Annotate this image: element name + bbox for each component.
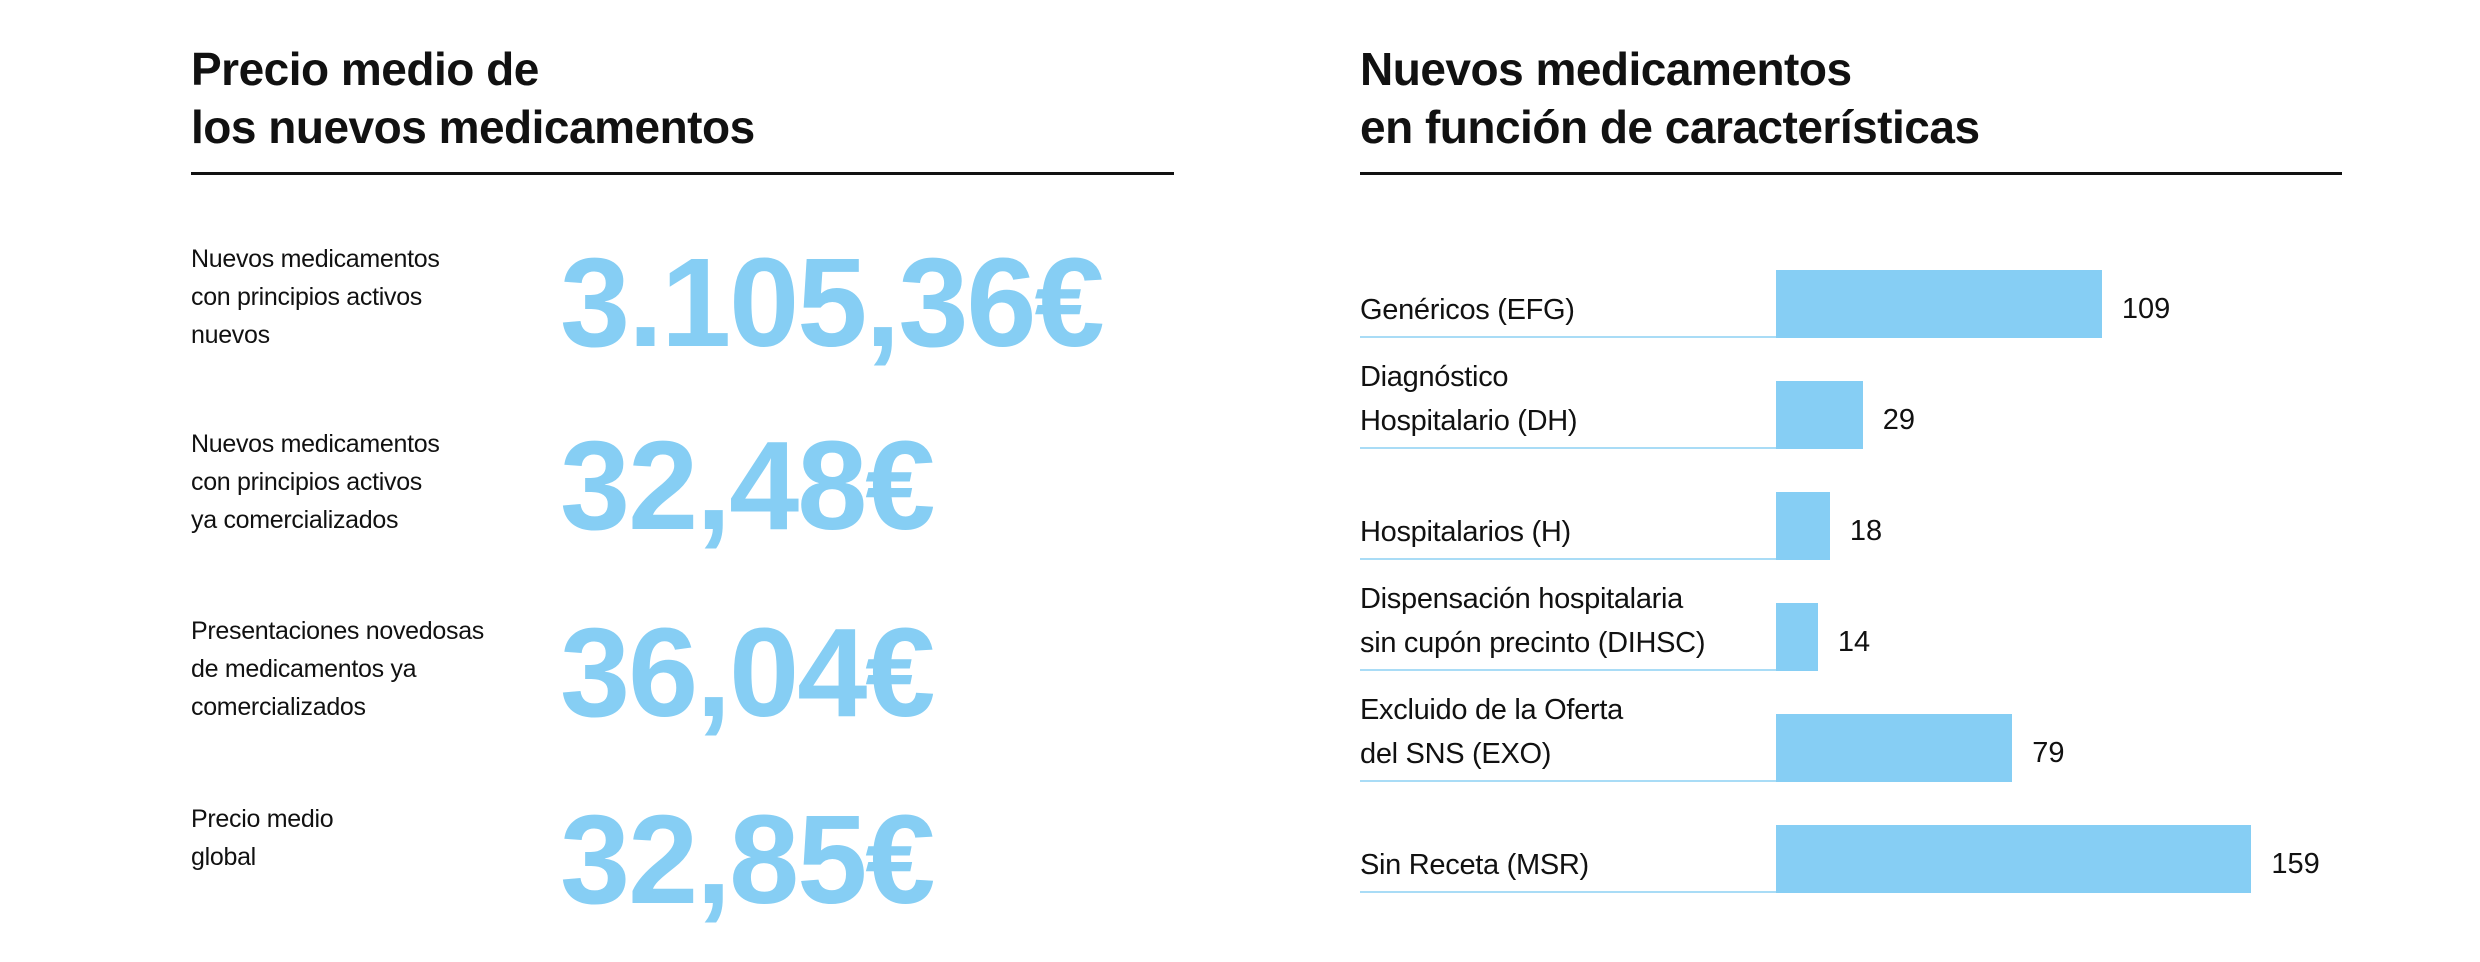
- bar: [1776, 492, 1830, 560]
- bar: [1776, 270, 2102, 338]
- row-baseline: [1360, 780, 1776, 782]
- category-label: Diagnóstico Hospitalario (DH): [1360, 355, 1770, 443]
- row-baseline: [1360, 558, 1776, 560]
- row-baseline: [1360, 336, 1776, 338]
- category-label: Sin Receta (MSR): [1360, 843, 1770, 887]
- price-label-line: Presentaciones novedosas: [191, 617, 484, 645]
- bar: [1776, 603, 1818, 671]
- bar-value-label: 159: [2271, 848, 2320, 880]
- chart-title-line-1: Nuevos medicamentos: [1360, 43, 1852, 95]
- price-value: 3.105,36€: [560, 232, 1105, 373]
- category-label: Excluido de la Oferta del SNS (EXO): [1360, 688, 1770, 776]
- price-label-line: de medicamentos ya: [191, 655, 417, 683]
- price-label: Nuevos medicamentos con principios activo…: [191, 425, 551, 539]
- bar-value-label: 79: [2032, 737, 2065, 769]
- price-label-line: comercializados: [191, 693, 366, 721]
- bar-row: Dispensación hospitalaria sin cupón preci…: [1360, 583, 2360, 671]
- bar: [1776, 825, 2252, 893]
- price-label-line: con principios activos: [191, 283, 423, 311]
- category-label-line: Diagnóstico: [1360, 361, 1509, 393]
- bar-value-label: 14: [1837, 626, 1871, 658]
- category-label-line: Dispensación hospitalaria: [1360, 583, 1683, 615]
- price-label-line: con principios activos: [191, 468, 423, 496]
- price-label-line: ya comercializados: [191, 506, 399, 534]
- chart-title-line-2: en función de características: [1360, 101, 1980, 153]
- category-label-line: del SNS (EXO): [1360, 738, 1552, 770]
- chart-title: Nuevos medicamentos en función de caract…: [1360, 40, 1980, 156]
- left-title-rule: [191, 172, 1174, 175]
- category-label: Genéricos (EFG): [1360, 288, 1770, 332]
- left-title-line-1: Precio medio de: [191, 43, 539, 95]
- bar-value-label: 109: [2121, 293, 2171, 325]
- price-label-line: global: [191, 843, 256, 871]
- category-label-line: sin cupón precinto (DIHSC): [1360, 627, 1706, 659]
- price-value: 36,04€: [560, 602, 935, 743]
- bar: [1776, 714, 2013, 782]
- price-value: 32,48€: [560, 415, 935, 556]
- left-title: Precio medio de los nuevos medicamentos: [191, 40, 755, 156]
- price-label-line: Nuevos medicamentos: [191, 245, 440, 273]
- chart-title-rule: [1360, 172, 2342, 175]
- price-label-line: nuevos: [191, 321, 270, 349]
- row-baseline: [1360, 669, 1776, 671]
- price-label: Nuevos medicamentos con principios activo…: [191, 240, 551, 354]
- bar-row: Hospitalarios (H) 18: [1360, 492, 2360, 560]
- bar-row: Genéricos (EFG) 109: [1360, 270, 2360, 338]
- category-label: Dispensación hospitalaria sin cupón preci…: [1360, 577, 1770, 665]
- row-baseline: [1360, 891, 1776, 893]
- price-label-line: Precio medio: [191, 805, 334, 833]
- bar-row: Excluido de la Oferta del SNS (EXO) 79: [1360, 694, 2360, 782]
- category-label-line: Hospitalario (DH): [1360, 405, 1578, 437]
- price-label: Precio medio global: [191, 800, 551, 876]
- category-label: Hospitalarios (H): [1360, 510, 1770, 554]
- price-value: 32,85€: [560, 789, 935, 930]
- bar-value-label: 29: [1882, 404, 1915, 436]
- category-label-line: Genéricos (EFG): [1360, 294, 1575, 326]
- bar-value-label: 18: [1849, 515, 1883, 547]
- row-baseline: [1360, 447, 1776, 449]
- bar-row: Diagnóstico Hospitalario (DH) 29: [1360, 361, 2360, 449]
- category-label-line: Hospitalarios (H): [1360, 516, 1571, 548]
- bar-row: Sin Receta (MSR) 159: [1360, 825, 2360, 893]
- category-label-line: Excluido de la Oferta: [1360, 694, 1623, 726]
- price-label-line: Nuevos medicamentos: [191, 430, 440, 458]
- left-title-line-2: los nuevos medicamentos: [191, 101, 755, 153]
- category-label-line: Sin Receta (MSR): [1360, 849, 1589, 881]
- price-label: Presentaciones novedosas de medicamentos …: [191, 612, 551, 726]
- bar: [1776, 381, 1863, 449]
